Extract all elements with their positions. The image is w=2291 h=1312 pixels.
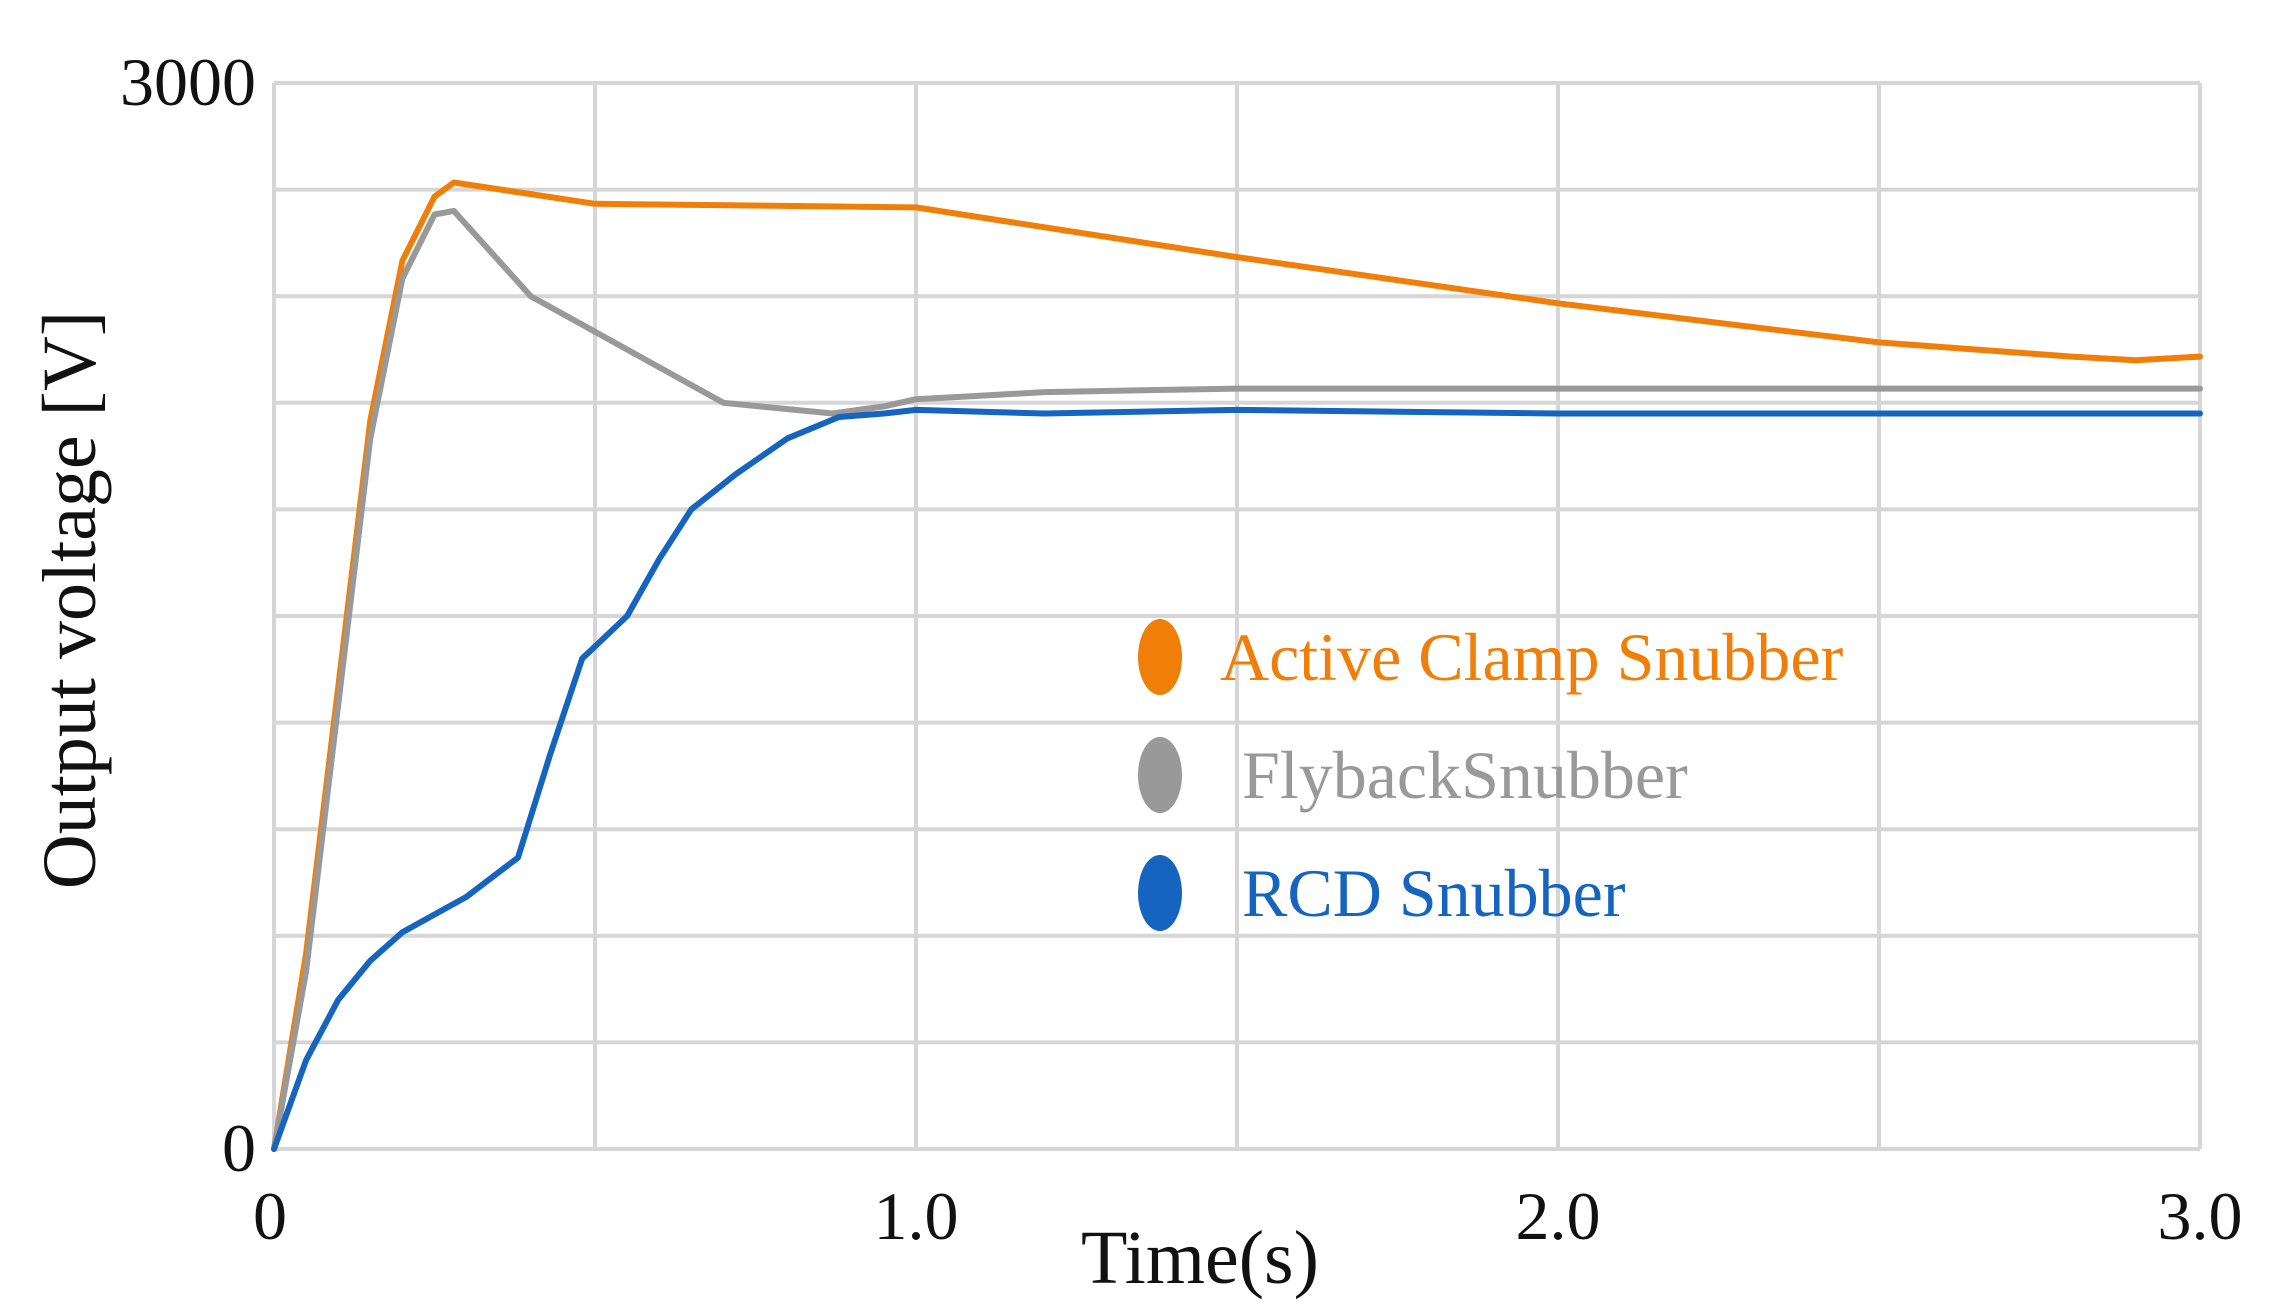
y-tick-label: 0 <box>222 1110 256 1186</box>
legend-label-2: RCD Snubber <box>1242 855 1626 931</box>
x-tick-label: 0 <box>253 1178 287 1254</box>
legend-label-1: FlybackSnubber <box>1242 737 1688 813</box>
legend-marker-1 <box>1138 737 1182 813</box>
series-line-1 <box>271 207 2203 1152</box>
y-tick-label: 3000 <box>120 44 256 120</box>
legend-marker-2 <box>1138 855 1182 931</box>
tick-labels: 0 3000 0 1.0 2.0 3.0 <box>120 44 2243 1254</box>
y-axis-title: Output voltage [V] <box>28 311 112 889</box>
x-tick-label: 3.0 <box>2158 1178 2243 1254</box>
gridlines <box>272 81 2202 1151</box>
legend: Active Clamp Snubber FlybackSnubber RCD Sn… <box>1138 619 1844 931</box>
x-tick-label: 1.0 <box>874 1178 959 1254</box>
series-line-2 <box>271 406 2203 1152</box>
legend-marker-0 <box>1138 619 1182 695</box>
x-axis-title: Time(s) <box>1081 1216 1319 1300</box>
legend-label-0: Active Clamp Snubber <box>1220 619 1844 695</box>
x-tick-label: 2.0 <box>1516 1178 1601 1254</box>
series-lines <box>271 179 2203 1152</box>
